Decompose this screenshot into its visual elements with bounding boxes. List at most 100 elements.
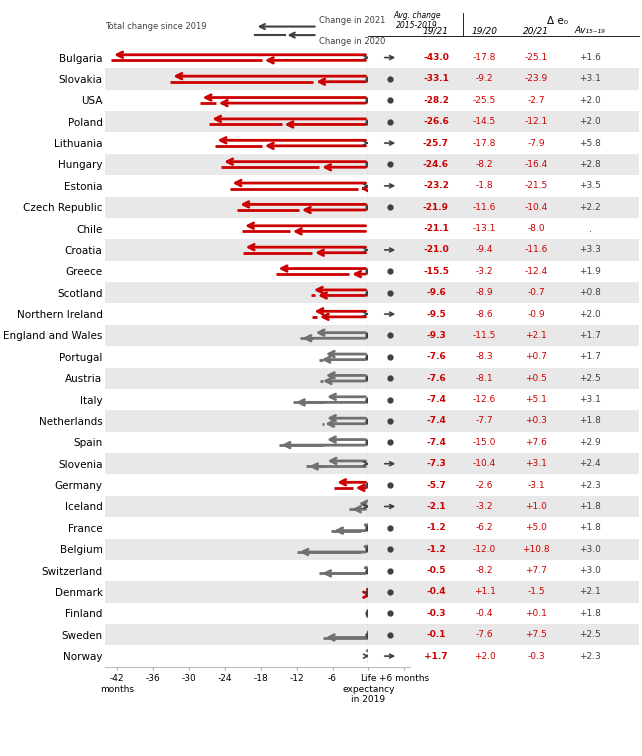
Text: +2.0: +2.0: [474, 652, 496, 661]
Text: +2.1: +2.1: [525, 331, 547, 340]
Bar: [369, 111, 639, 132]
Text: -12.0: -12.0: [473, 545, 496, 553]
Text: -11.5: -11.5: [473, 331, 496, 340]
Text: -7.6: -7.6: [426, 352, 446, 361]
Text: +10.8: +10.8: [522, 545, 550, 553]
Text: -3.2: -3.2: [476, 267, 494, 276]
Text: -0.1: -0.1: [426, 631, 446, 640]
Text: +1.9: +1.9: [579, 267, 601, 276]
Text: +2.0: +2.0: [579, 96, 601, 105]
Text: -7.6: -7.6: [476, 631, 494, 640]
Text: -8.1: -8.1: [476, 373, 494, 383]
Bar: [369, 239, 639, 261]
Text: +1.0: +1.0: [525, 502, 547, 511]
Bar: [105, 282, 410, 303]
Bar: [105, 496, 410, 517]
Text: +1.6: +1.6: [579, 53, 601, 62]
Bar: [105, 560, 410, 581]
Text: -8.2: -8.2: [476, 160, 494, 169]
Bar: [369, 603, 639, 624]
Text: -12.4: -12.4: [525, 267, 548, 276]
Text: -21.0: -21.0: [423, 246, 449, 255]
Text: -0.4: -0.4: [426, 587, 446, 596]
Text: -5.7: -5.7: [426, 481, 446, 490]
Text: -8.9: -8.9: [476, 288, 494, 297]
Bar: [105, 197, 410, 218]
Text: 19/20: 19/20: [472, 26, 498, 36]
Text: -25.1: -25.1: [525, 53, 548, 62]
Text: Avg. change
2015-2019: Avg. change 2015-2019: [394, 11, 441, 30]
Text: +1.7: +1.7: [579, 352, 601, 361]
Bar: [105, 111, 410, 132]
Text: +0.5: +0.5: [525, 373, 547, 383]
Bar: [369, 411, 639, 432]
Bar: [105, 453, 410, 475]
Bar: [369, 132, 639, 153]
Text: .: .: [589, 224, 592, 234]
Bar: [105, 603, 410, 624]
Bar: [369, 453, 639, 475]
Text: -25.5: -25.5: [473, 96, 496, 105]
Text: +7.5: +7.5: [525, 631, 547, 640]
Bar: [369, 325, 639, 346]
Text: -12.6: -12.6: [473, 395, 496, 404]
Text: -16.4: -16.4: [525, 160, 548, 169]
Text: +2.5: +2.5: [579, 631, 601, 640]
Bar: [369, 367, 639, 389]
Text: -33.1: -33.1: [423, 74, 449, 83]
Text: -10.4: -10.4: [525, 203, 548, 212]
Text: +2.9: +2.9: [579, 438, 601, 447]
Text: +2.0: +2.0: [579, 117, 601, 126]
Text: -21.9: -21.9: [423, 203, 449, 212]
Text: -3.2: -3.2: [476, 502, 494, 511]
Bar: [105, 432, 410, 453]
Text: -17.8: -17.8: [473, 53, 496, 62]
Text: +3.0: +3.0: [579, 545, 601, 553]
Text: 20/21: 20/21: [523, 26, 549, 36]
Text: -17.8: -17.8: [473, 138, 496, 147]
Bar: [105, 47, 410, 68]
Text: -8.3: -8.3: [476, 352, 494, 361]
Text: -28.2: -28.2: [423, 96, 449, 105]
Text: -8.0: -8.0: [527, 224, 545, 233]
Text: -21.5: -21.5: [525, 181, 548, 191]
Bar: [105, 325, 410, 346]
Text: -9.6: -9.6: [426, 288, 446, 297]
Bar: [369, 581, 639, 603]
Bar: [105, 303, 410, 325]
Bar: [369, 538, 639, 560]
Text: -7.6: -7.6: [426, 373, 446, 383]
Text: -1.5: -1.5: [527, 587, 545, 596]
Text: +2.2: +2.2: [579, 203, 601, 212]
Bar: [369, 90, 639, 111]
Text: +1.8: +1.8: [579, 609, 601, 618]
Text: Total change since 2019: Total change since 2019: [105, 22, 207, 31]
Bar: [105, 475, 410, 496]
Text: +2.8: +2.8: [579, 160, 601, 169]
Text: -7.4: -7.4: [426, 438, 446, 447]
Text: -0.4: -0.4: [476, 609, 494, 618]
Bar: [105, 389, 410, 411]
Text: -1.8: -1.8: [476, 181, 494, 191]
Text: +2.1: +2.1: [579, 587, 601, 596]
Bar: [105, 538, 410, 560]
Text: +7.6: +7.6: [525, 438, 547, 447]
Text: -0.7: -0.7: [527, 288, 545, 297]
Text: +5.8: +5.8: [579, 138, 601, 147]
Bar: [369, 560, 639, 581]
Text: -15.0: -15.0: [473, 438, 496, 447]
Bar: [105, 646, 410, 667]
Text: +3.1: +3.1: [525, 459, 547, 468]
Bar: [105, 517, 410, 538]
Bar: [105, 367, 410, 389]
Text: -15.5: -15.5: [423, 267, 449, 276]
Text: Change in 2020: Change in 2020: [319, 37, 386, 46]
Text: +1.8: +1.8: [579, 523, 601, 532]
Bar: [369, 517, 639, 538]
Text: -23.2: -23.2: [423, 181, 449, 191]
Text: +3.5: +3.5: [579, 181, 601, 191]
Text: +3.3: +3.3: [579, 246, 601, 255]
Text: -8.2: -8.2: [476, 566, 494, 575]
Text: -11.6: -11.6: [473, 203, 496, 212]
Bar: [369, 282, 639, 303]
